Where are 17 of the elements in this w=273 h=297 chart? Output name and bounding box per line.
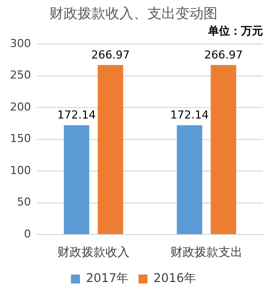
y-tick-label: 100: [10, 164, 31, 177]
data-label: 266.97: [204, 48, 243, 62]
data-label: 172.14: [57, 108, 96, 122]
x-tick-label: 财政拨款收入: [57, 244, 130, 259]
y-tick-label: 300: [10, 36, 31, 50]
y-tick-label: 200: [10, 100, 31, 114]
y-tick-label: 0: [24, 227, 31, 240]
chart-subtitle: 单位：万元: [207, 24, 263, 38]
y-tick-label: 50: [16, 196, 31, 209]
legend-label: 2017年: [86, 271, 129, 286]
y-tick-label: 250: [10, 68, 31, 82]
x-tick-label: 财政拨款支出: [170, 244, 242, 259]
y-tick-label: 150: [10, 132, 31, 146]
legend-label: 2016年: [154, 271, 196, 286]
chart-title: 财政拨款收入、支出变动图: [50, 6, 218, 22]
data-label: 172.14: [170, 108, 209, 122]
data-label: 266.97: [91, 48, 130, 62]
